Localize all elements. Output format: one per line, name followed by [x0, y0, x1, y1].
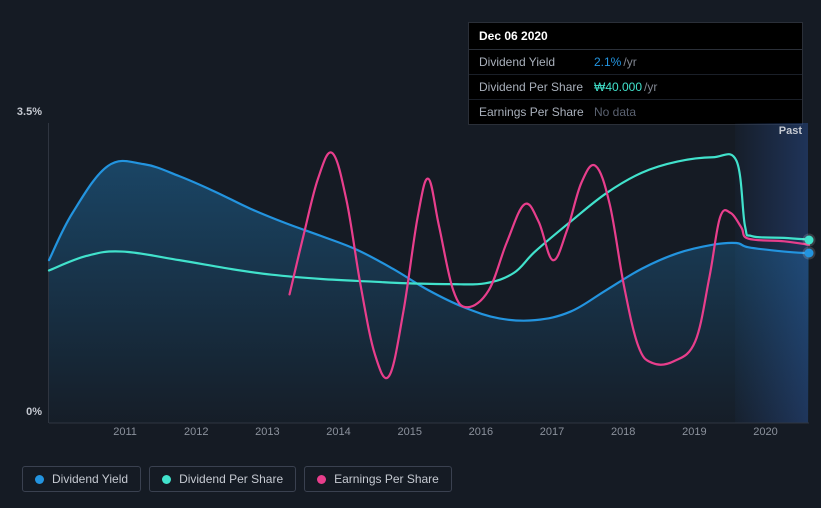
hover-marker	[805, 249, 814, 258]
dividend-chart: 3.5% 0% Past 2011 2012 2013 2014 2015 2016 201…	[18, 108, 808, 443]
tooltip-row: Dividend Per Share₩40.000/yr	[469, 75, 802, 100]
tooltip-row-value: ₩40.000/yr	[594, 80, 657, 94]
tooltip-row-label: Dividend Per Share	[479, 80, 594, 94]
legend-item-label: Dividend Per Share	[179, 472, 283, 486]
x-axis-tick: 2012	[184, 426, 208, 438]
legend-item[interactable]: Dividend Per Share	[149, 466, 296, 492]
hover-marker	[805, 235, 814, 244]
tooltip-row-label: Dividend Yield	[479, 55, 594, 69]
tooltip-row: Dividend Yield2.1%/yr	[469, 50, 802, 75]
x-axis: 2011 2012 2013 2014 2015 2016 2017 2018 2019 2020	[66, 426, 821, 446]
chart-plot-region[interactable]: Past	[48, 123, 808, 423]
x-axis-tick: 2019	[682, 426, 706, 438]
x-axis-tick: 2011	[113, 426, 137, 438]
y-axis-min-label: 0%	[26, 406, 42, 418]
tooltip-row-value: 2.1%/yr	[594, 55, 637, 69]
legend-item[interactable]: Earnings Per Share	[304, 466, 452, 492]
legend-swatch-icon	[35, 475, 44, 484]
series-area	[49, 161, 809, 423]
chart-legend: Dividend Yield Dividend Per Share Earnings…	[22, 466, 452, 492]
legend-item-label: Earnings Per Share	[334, 472, 439, 486]
x-axis-tick: 2018	[611, 426, 635, 438]
chart-svg	[49, 123, 809, 423]
x-axis-tick: 2020	[753, 426, 777, 438]
tooltip-date: Dec 06 2020	[469, 23, 802, 50]
x-axis-tick: 2014	[326, 426, 350, 438]
legend-item[interactable]: Dividend Yield	[22, 466, 141, 492]
y-axis-max-label: 3.5%	[17, 106, 42, 118]
legend-swatch-icon	[317, 475, 326, 484]
x-axis-tick: 2015	[397, 426, 421, 438]
x-axis-tick: 2013	[255, 426, 279, 438]
x-axis-tick: 2017	[540, 426, 564, 438]
legend-swatch-icon	[162, 475, 171, 484]
x-axis-tick: 2016	[469, 426, 493, 438]
legend-item-label: Dividend Yield	[52, 472, 128, 486]
